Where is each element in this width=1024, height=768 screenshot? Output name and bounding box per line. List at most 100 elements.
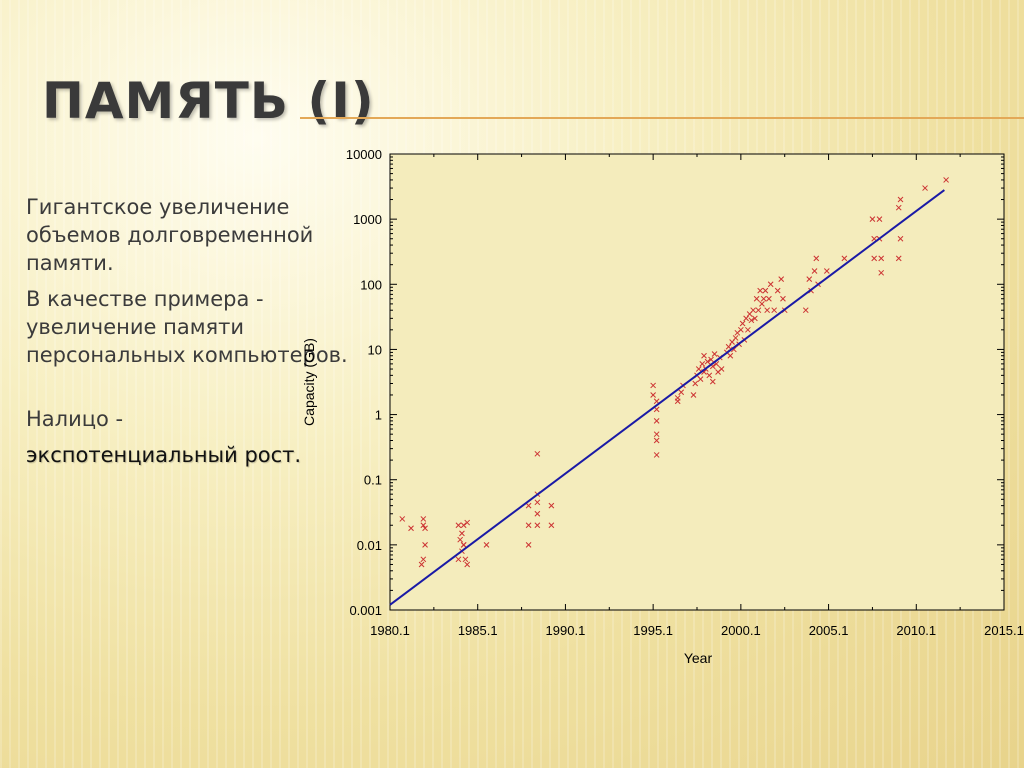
- data-point: [753, 295, 760, 302]
- x-tick-label: 2010.1: [896, 623, 936, 638]
- data-point: [704, 358, 711, 365]
- data-point: [869, 216, 876, 222]
- data-point: [525, 522, 532, 529]
- data-point: [823, 268, 830, 274]
- data-point: [420, 516, 427, 522]
- data-point: [841, 255, 848, 262]
- data-point: [422, 542, 428, 548]
- data-point: [711, 351, 718, 357]
- data-point: [750, 307, 756, 314]
- data-point: [922, 185, 928, 191]
- data-point: [653, 452, 660, 458]
- data-point: [460, 542, 467, 548]
- data-point: [420, 556, 427, 563]
- data-point: [464, 561, 471, 568]
- x-tick-label: 1995.1: [633, 623, 673, 638]
- data-point: [464, 519, 471, 526]
- data-point: [534, 522, 541, 529]
- slide-title: ПАМЯТЬ (I): [42, 72, 375, 130]
- x-tick-label: 2015.1: [984, 623, 1024, 638]
- data-point: [745, 326, 751, 333]
- data-point: [759, 301, 765, 307]
- data-point: [525, 502, 532, 509]
- x-tick-label: 1985.1: [458, 623, 498, 638]
- paragraph-emphasis: экспотенциальный рост.: [26, 443, 302, 467]
- data-point: [764, 307, 771, 314]
- data-point: [738, 326, 744, 333]
- data-point: [650, 392, 656, 398]
- y-axis-title: Capacity (GB): [301, 338, 317, 426]
- x-tick-label: 1990.1: [546, 623, 586, 638]
- data-point: [534, 450, 541, 457]
- data-point: [762, 287, 769, 294]
- data-point: [678, 389, 685, 396]
- y-tick-label: 10000: [346, 147, 382, 162]
- data-point: [674, 398, 681, 405]
- data-point: [813, 255, 820, 262]
- data-point: [897, 235, 904, 242]
- body-text: Гигантское увеличение объемов долговреме…: [26, 193, 356, 477]
- data-point: [811, 268, 818, 274]
- data-point: [548, 522, 555, 529]
- paragraph-conclusion: Налицо -: [26, 407, 124, 431]
- y-tick-label: 1000: [353, 212, 382, 227]
- data-point: [878, 255, 885, 262]
- capacity-chart: 1980.1 1985.1 1990.1 1995.1 2000.1 2005.1 2010…: [301, 147, 1024, 666]
- data-point: [420, 522, 427, 529]
- data-point: [895, 204, 902, 211]
- data-point: [653, 431, 660, 438]
- paragraph-example: В качестве примера - увеличение памяти п…: [26, 287, 348, 367]
- data-point: [653, 437, 660, 444]
- data-point: [534, 510, 541, 517]
- data-point: [897, 196, 904, 203]
- data-point: [460, 522, 467, 529]
- data-point: [650, 382, 656, 389]
- data-point: [774, 287, 781, 294]
- data-point: [739, 320, 746, 327]
- data-point: [692, 380, 699, 387]
- x-axis: 1980.1 1985.1 1990.1 1995.1 2000.1 2005.1 2010…: [370, 154, 1024, 638]
- scatter-series: [399, 177, 949, 568]
- data-point: [732, 335, 739, 341]
- y-tick-label: 0.001: [349, 603, 382, 618]
- y-tick-label: 10: [368, 342, 382, 357]
- data-point: [895, 255, 902, 262]
- y-tick-label: 100: [360, 277, 382, 292]
- data-point: [399, 516, 406, 522]
- data-point: [462, 556, 469, 563]
- data-point: [871, 255, 878, 262]
- data-point: [408, 525, 414, 532]
- trend-line: [389, 189, 945, 606]
- y-tick-label: 0.01: [357, 538, 382, 553]
- title-bar: ПАМЯТЬ (I): [0, 0, 1024, 150]
- title-rule: [300, 117, 1024, 119]
- data-point: [548, 502, 555, 509]
- y-tick-label: 1: [375, 408, 382, 423]
- data-point: [525, 542, 532, 548]
- data-point: [709, 378, 716, 385]
- data-point: [534, 499, 541, 506]
- paragraph-intro: Гигантское увеличение объемов долговреме…: [26, 195, 314, 275]
- x-axis-title: Year: [684, 650, 713, 666]
- data-point: [802, 307, 809, 314]
- data-point: [483, 542, 490, 548]
- x-tick-label: 2005.1: [809, 623, 849, 638]
- data-point: [878, 269, 885, 276]
- chart-container: 1980.1 1985.1 1990.1 1995.1 2000.1 2005.1 2010…: [296, 140, 1024, 680]
- data-point: [701, 352, 707, 359]
- data-point: [876, 216, 883, 222]
- data-point: [943, 177, 949, 183]
- data-point: [806, 276, 813, 282]
- data-point: [418, 561, 425, 568]
- data-point: [727, 352, 734, 359]
- data-point: [755, 307, 762, 314]
- x-tick-label: 2000.1: [721, 623, 761, 638]
- data-point: [455, 556, 462, 563]
- y-tick-label: 0.1: [364, 473, 382, 488]
- data-point: [455, 522, 462, 529]
- data-point: [766, 295, 772, 302]
- data-point: [767, 281, 774, 288]
- data-point: [653, 418, 660, 424]
- data-point: [718, 366, 725, 372]
- data-point: [748, 317, 755, 324]
